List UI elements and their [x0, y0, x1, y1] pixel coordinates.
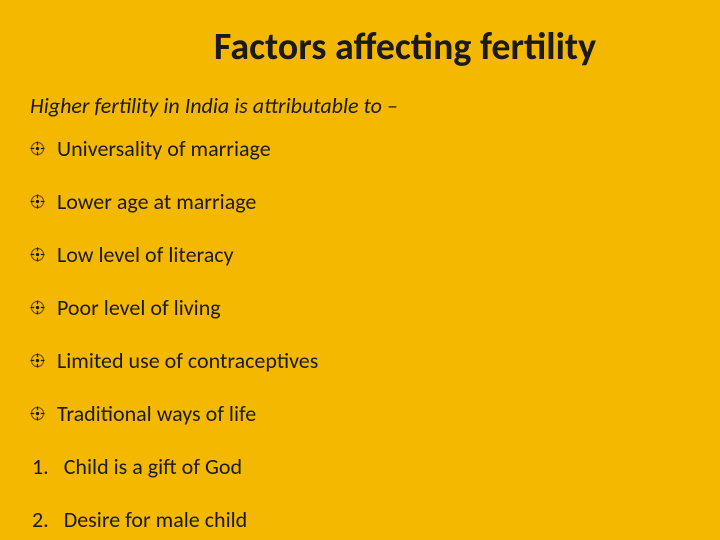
slide-subtitle: Higher fertility in India is attributabl…	[30, 92, 690, 119]
target-icon	[30, 347, 45, 374]
list-item: Traditional ways of life	[30, 400, 690, 427]
list-item: 1. Child is a gift of God	[30, 453, 690, 480]
bullet-text: Poor level of living	[57, 294, 221, 321]
item-number: 1.	[32, 453, 49, 480]
numbered-text: Child is a gift of God	[64, 453, 242, 480]
list-item: Poor level of living	[30, 294, 690, 321]
slide-title: Factors affecting fertility	[120, 24, 690, 70]
bullet-text: Traditional ways of life	[57, 400, 256, 427]
bullet-text: Lower age at marriage	[57, 188, 256, 215]
list-item: Low level of literacy	[30, 241, 690, 268]
bullet-text: Low level of literacy	[57, 241, 234, 268]
target-icon	[30, 294, 45, 321]
bullet-text: Universality of marriage	[57, 135, 271, 162]
list-item: Limited use of contraceptives	[30, 347, 690, 374]
item-number: 2.	[32, 506, 49, 533]
target-icon	[30, 135, 45, 162]
target-icon	[30, 241, 45, 268]
numbered-text: Desire for male child	[64, 506, 248, 533]
list-item: Lower age at marriage	[30, 188, 690, 215]
list-item: 2. Desire for male child	[30, 506, 690, 533]
target-icon	[30, 188, 45, 215]
bullet-list: Universality of marriage Lower age at ma…	[30, 135, 690, 427]
slide: Factors affecting fertility Higher ferti…	[0, 0, 720, 540]
numbered-list: 1. Child is a gift of God 2. Desire for …	[30, 453, 690, 533]
bullet-text: Limited use of contraceptives	[57, 347, 318, 374]
target-icon	[30, 400, 45, 427]
list-item: Universality of marriage	[30, 135, 690, 162]
